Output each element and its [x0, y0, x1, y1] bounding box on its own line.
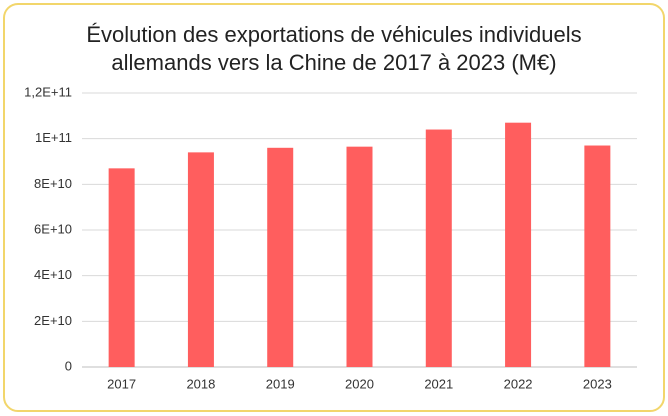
bar — [267, 147, 294, 367]
x-tick-label: 2020 — [345, 376, 374, 391]
x-tick-label: 2022 — [504, 376, 533, 391]
x-tick-label: 2019 — [266, 376, 295, 391]
bar — [187, 152, 214, 367]
y-tick-label: 1,2E+11 — [24, 84, 72, 99]
bar — [425, 129, 452, 367]
bar — [584, 145, 611, 367]
x-tick-label: 2021 — [424, 376, 453, 391]
x-tick-label: 2018 — [186, 376, 215, 391]
bar — [108, 168, 135, 367]
y-tick-label: 2E+10 — [34, 313, 72, 328]
y-tick-label: 6E+10 — [34, 221, 72, 236]
y-tick-label: 1E+11 — [35, 130, 72, 145]
x-tick-label: 2017 — [107, 376, 136, 391]
y-tick-label: 4E+10 — [34, 267, 72, 282]
bar — [505, 122, 532, 367]
bar — [346, 146, 373, 367]
y-tick-label: 8E+10 — [34, 176, 72, 191]
chart-title: allemands vers la Chine de 2017 à 2023 (… — [111, 50, 556, 75]
x-tick-label: 2023 — [583, 376, 612, 391]
chart-title: Évolution des exportations de véhicules … — [86, 22, 581, 47]
chart-frame — [3, 3, 665, 412]
y-tick-label: 0 — [65, 358, 72, 373]
